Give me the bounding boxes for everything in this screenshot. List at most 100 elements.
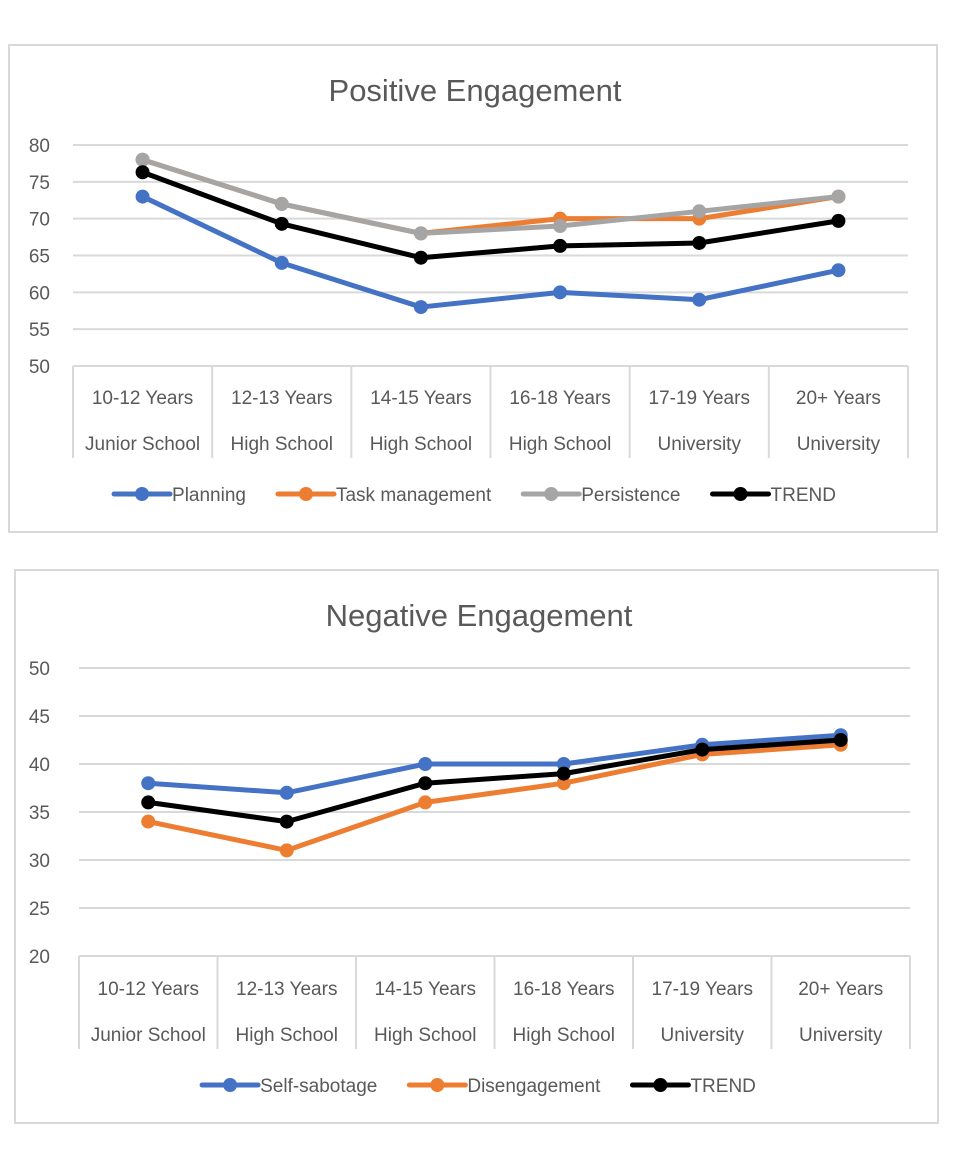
y-tick-label: 80 (29, 136, 50, 157)
legend-marker-icon (733, 487, 748, 501)
legend-marker-icon (653, 1078, 668, 1092)
x-tick-label-level: High School (370, 434, 472, 455)
legend-label: Task management (336, 485, 492, 506)
y-tick-label: 60 (29, 283, 50, 304)
data-point-self-sabotage (141, 776, 156, 791)
data-point-trend (692, 235, 707, 250)
legend-marker-icon (430, 1078, 445, 1092)
data-point-trend (556, 766, 571, 781)
y-tick-label: 75 (29, 173, 50, 194)
x-tick-label-level: University (658, 434, 742, 455)
series-disengagement (141, 737, 848, 858)
x-tick-label-level: University (661, 1025, 745, 1046)
y-tick-label: 25 (29, 899, 50, 920)
legend-item-disengagement: Disengagement (406, 1076, 601, 1097)
x-tick-label-age: 14-15 Years (370, 388, 471, 409)
x-tick-label-level: University (799, 1025, 883, 1046)
series-line-planning (141, 194, 839, 310)
x-tick-label-level: High School (231, 434, 333, 455)
series-line-persistence (141, 157, 839, 236)
data-point-trend (418, 776, 433, 791)
legend-marker-icon (544, 487, 559, 501)
series-line-self-sabotage (148, 732, 841, 796)
data-point-persistence (692, 204, 707, 219)
chart-title: Positive Engagement (329, 73, 622, 108)
series-line-trend (147, 737, 841, 825)
x-tick-label-level: High School (513, 1025, 615, 1046)
positive-engagement-chart: Positive Engagement 50 55 60 65 70 75 80 10-12 … (8, 44, 938, 533)
positive-engagement-plot: Positive Engagement 50 55 60 65 70 75 80 10-12 … (29, 73, 909, 506)
legend-label: Disengagement (467, 1076, 601, 1097)
data-point-trend (553, 238, 568, 253)
data-point-planning (274, 255, 289, 270)
negative-engagement-plot: Negative Engagement 20 25 30 35 40 45 50 10-12 … (29, 598, 911, 1097)
data-point-trend (135, 165, 150, 180)
data-point-self-sabotage (556, 757, 571, 771)
x-tick-label-age: 20+ Years (796, 388, 881, 409)
chart-title: Negative Engagement (326, 598, 633, 633)
series-persistence (135, 152, 846, 241)
data-point-planning (692, 292, 707, 307)
legend-item-planning: Planning (111, 485, 246, 506)
legend-marker-icon (135, 487, 150, 501)
legend-item-trend: TREND (710, 485, 836, 506)
data-point-trend (279, 814, 294, 829)
legend-label: Persistence (581, 485, 680, 506)
x-tick-label-age: 17-19 Years (649, 388, 750, 409)
y-tick-label: 20 (29, 947, 50, 968)
data-point-disengagement (418, 795, 433, 810)
legend-label: TREND (771, 485, 836, 506)
x-tick-label-level: Junior School (85, 434, 200, 455)
y-tick-label: 35 (29, 803, 50, 824)
legend: Self-sabotage Disengagement TREND (199, 1076, 756, 1097)
x-tick-label-age: 14-15 Years (375, 979, 476, 1000)
x-tick-label-level: High School (236, 1025, 338, 1046)
data-point-self-sabotage (418, 757, 433, 771)
x-tick-label-age: 16-18 Years (509, 388, 610, 409)
x-tick-label-age: 10-12 Years (98, 979, 199, 1000)
legend-label: Planning (172, 485, 246, 506)
negative-engagement-chart: Negative Engagement 20 25 30 35 40 45 50 10-12 … (14, 569, 939, 1124)
x-tick-label-level: High School (509, 434, 611, 455)
y-tick-label: 30 (29, 851, 50, 872)
y-tick-label: 70 (29, 210, 50, 231)
x-tick-label-level: Junior School (91, 1025, 206, 1046)
series-line-task-management (141, 157, 839, 236)
series-line-disengagement (147, 742, 841, 853)
y-tick-label: 40 (29, 755, 50, 776)
legend-label: TREND (690, 1076, 755, 1097)
legend-item-self-sabotage: Self-sabotage (199, 1076, 377, 1097)
data-point-trend (413, 250, 428, 265)
legend-label: Self-sabotage (260, 1076, 377, 1097)
x-tick-label-level: University (797, 434, 881, 455)
legend: Planning Task management Persistence TREND (111, 485, 836, 506)
data-point-trend (141, 795, 156, 810)
x-tick-label-age: 12-13 Years (231, 388, 332, 409)
data-point-trend (833, 733, 848, 747)
x-tick-label-age: 20+ Years (798, 979, 883, 1000)
data-point-disengagement (279, 843, 294, 858)
data-point-persistence (553, 219, 568, 234)
data-point-trend (831, 213, 846, 228)
data-point-trend (695, 742, 710, 757)
x-tick-label-age: 10-12 Years (92, 388, 193, 409)
data-point-self-sabotage (279, 785, 294, 800)
series-line-trend (141, 169, 839, 261)
data-point-persistence (274, 196, 289, 211)
legend-marker-icon (298, 487, 313, 501)
y-tick-label: 65 (29, 247, 50, 268)
data-point-persistence (413, 226, 428, 241)
data-point-planning (831, 263, 846, 278)
x-tick-label-age: 16-18 Years (513, 979, 614, 1000)
legend-marker-icon (223, 1078, 238, 1092)
x-tick-label-age: 12-13 Years (236, 979, 337, 1000)
x-tick-label-level: High School (374, 1025, 476, 1046)
legend-item-persistence: Persistence (520, 485, 681, 506)
data-point-persistence (831, 189, 846, 204)
series-trend (141, 733, 848, 829)
data-point-persistence (135, 152, 150, 167)
data-point-planning (553, 285, 568, 300)
series-planning (135, 189, 846, 315)
y-tick-label: 55 (29, 320, 50, 341)
data-point-trend (274, 216, 289, 231)
